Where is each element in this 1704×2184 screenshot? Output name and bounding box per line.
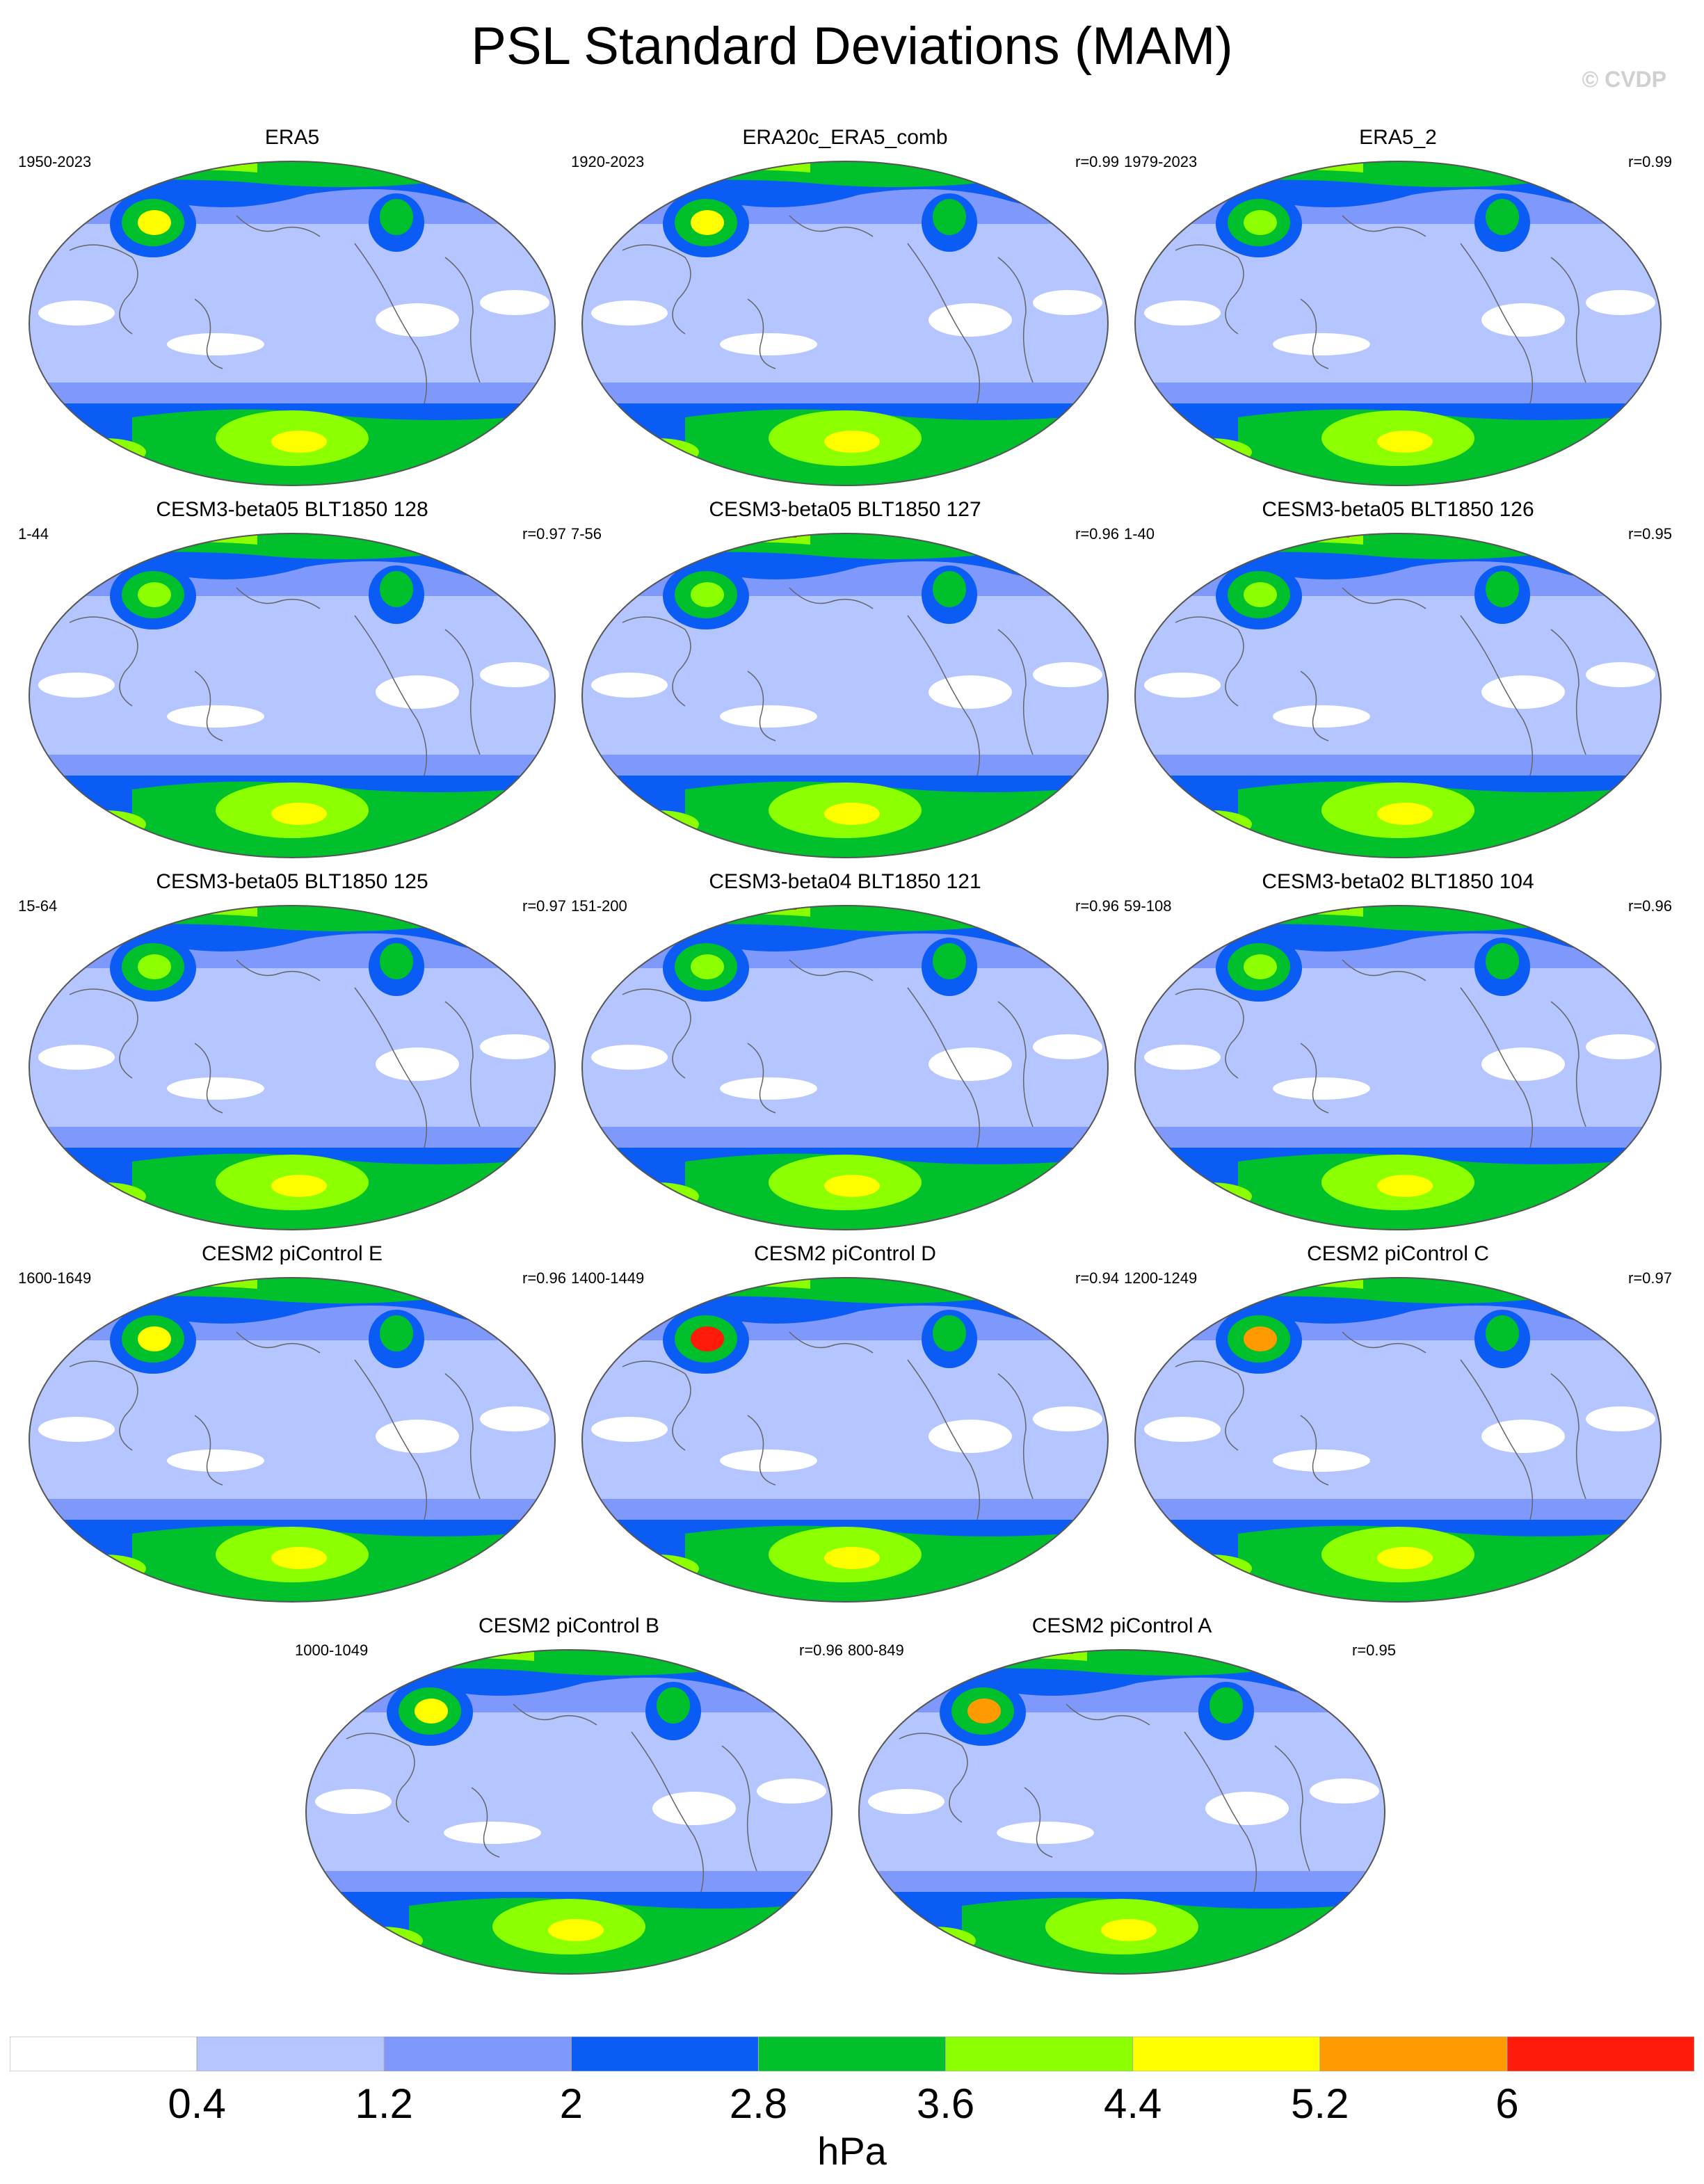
watermark: © CVDP (1582, 67, 1666, 92)
map (29, 1277, 556, 1603)
panel-years: 1-44 (18, 525, 49, 543)
map (1134, 533, 1662, 858)
map-panel: ERA5 1950-2023 (14, 125, 570, 487)
panel-title: CESM2 piControl E (201, 1242, 383, 1265)
colorbar-box (383, 2037, 572, 2071)
panel-title: CESM3-beta02 BLT1850 104 (1262, 870, 1534, 893)
panel-correlation: r=0.97 (522, 525, 566, 543)
colorbar-boxes (10, 2037, 1694, 2071)
colorbar (10, 2037, 1694, 2071)
map (1134, 1277, 1662, 1603)
panel-correlation: r=0.97 (522, 897, 566, 915)
colorbar-units: hPa (817, 2129, 887, 2173)
map (581, 905, 1109, 1230)
colorbar-box (1319, 2037, 1508, 2071)
colorbar-tick-label: 6 (1495, 2080, 1519, 2127)
panel-title: CESM3-beta04 BLT1850 121 (709, 870, 981, 893)
panel-correlation: r=0.99 (1628, 153, 1672, 170)
map (305, 1649, 833, 1975)
colorbar-box (945, 2037, 1134, 2071)
page-title: PSL Standard Deviations (MAM) (471, 17, 1233, 76)
panel-correlation: r=0.96 (1075, 897, 1119, 915)
panel-title: CESM3-beta05 BLT1850 127 (709, 498, 981, 521)
panel-correlation: r=0.94 (1075, 1269, 1119, 1287)
panel-correlation: r=0.95 (1352, 1641, 1396, 1659)
map (581, 161, 1109, 486)
colorbar-tick-label: 2 (559, 2080, 584, 2127)
colorbar-tick-label: 4.4 (1103, 2080, 1162, 2127)
map (29, 533, 556, 858)
panel-years: 15-64 (18, 897, 58, 915)
colorbar-tick-label: 5.2 (1291, 2080, 1349, 2127)
map-panel: CESM3-beta05 BLT1850 127 7-56 r=0.96 (567, 497, 1123, 859)
panel-title: CESM3-beta05 BLT1850 125 (156, 870, 428, 893)
colorbar-box (1506, 2037, 1694, 2071)
panel-years: 1979-2023 (1124, 153, 1198, 170)
colorbar-tick-label: 2.8 (729, 2080, 788, 2127)
map-panel: CESM3-beta02 BLT1850 104 59-108 r=0.96 (1120, 869, 1676, 1231)
map-panel: CESM3-beta05 BLT1850 128 1-44 r=0.97 (14, 497, 570, 859)
map-panel: CESM2 piControl D 1400-1449 r=0.94 (567, 1242, 1123, 1603)
panel-years: 1200-1249 (1124, 1269, 1198, 1287)
panel-title: CESM2 piControl C (1307, 1242, 1489, 1265)
panel-years: 1600-1649 (18, 1269, 92, 1287)
panel-title: ERA5 (264, 126, 320, 149)
panel-correlation: r=0.96 (799, 1641, 843, 1659)
map (581, 1277, 1109, 1603)
panel-correlation: r=0.95 (1628, 525, 1672, 543)
map (1134, 161, 1662, 486)
panel-correlation: r=0.96 (1075, 525, 1119, 543)
colorbar-box (1132, 2037, 1321, 2071)
panel-years: 1000-1049 (295, 1641, 369, 1659)
colorbar-box (196, 2037, 385, 2071)
colorbar-tick-label: 1.2 (355, 2080, 413, 2127)
map-panel: CESM2 piControl C 1200-1249 r=0.97 (1120, 1242, 1676, 1603)
panel-title: CESM3-beta05 BLT1850 128 (156, 498, 428, 521)
map (29, 161, 556, 486)
panel-years: 59-108 (1124, 897, 1172, 915)
map-panel: CESM2 piControl B 1000-1049 r=0.96 (291, 1614, 847, 1975)
panel-years: 1920-2023 (571, 153, 645, 170)
panel-correlation: r=0.99 (1075, 153, 1119, 170)
map-panel: CESM2 piControl A 800-849 r=0.95 (844, 1614, 1400, 1975)
map-panel: CESM3-beta05 BLT1850 126 1-40 r=0.95 (1120, 497, 1676, 859)
panel-years: 151-200 (571, 897, 627, 915)
map-panel: CESM3-beta05 BLT1850 125 15-64 r=0.97 (14, 869, 570, 1231)
panel-title: ERA20c_ERA5_comb (742, 126, 948, 149)
panel-title: CESM2 piControl B (478, 1614, 660, 1637)
panel-years: 1400-1449 (571, 1269, 645, 1287)
map-panel: ERA5_2 1979-2023 r=0.99 (1120, 125, 1676, 487)
colorbar-box (570, 2037, 759, 2071)
panel-title: CESM3-beta05 BLT1850 126 (1262, 498, 1534, 521)
map (29, 905, 556, 1230)
map (858, 1649, 1385, 1975)
panel-years: 1-40 (1124, 525, 1155, 543)
panel-title: CESM2 piControl D (754, 1242, 936, 1265)
map-panel: CESM2 piControl E 1600-1649 r=0.96 (14, 1242, 570, 1603)
map (1134, 905, 1662, 1230)
map-panel: ERA20c_ERA5_comb 1920-2023 r=0.99 (567, 125, 1123, 487)
panel-correlation: r=0.96 (1628, 897, 1672, 915)
panel-correlation: r=0.96 (522, 1269, 566, 1287)
panel-correlation: r=0.97 (1628, 1269, 1672, 1287)
panel-title: ERA5_2 (1359, 126, 1437, 149)
colorbar-tick-label: 3.6 (916, 2080, 975, 2127)
panel-years: 7-56 (571, 525, 602, 543)
map (581, 533, 1109, 858)
colorbar-tick-label: 0.4 (168, 2080, 226, 2127)
colorbar-box (10, 2037, 198, 2071)
panel-title: CESM2 piControl A (1031, 1614, 1212, 1637)
colorbar-box (757, 2037, 947, 2071)
map-panel: CESM3-beta04 BLT1850 121 151-200 r=0.96 (567, 869, 1123, 1231)
panel-years: 800-849 (848, 1641, 904, 1659)
panel-years: 1950-2023 (18, 153, 92, 170)
